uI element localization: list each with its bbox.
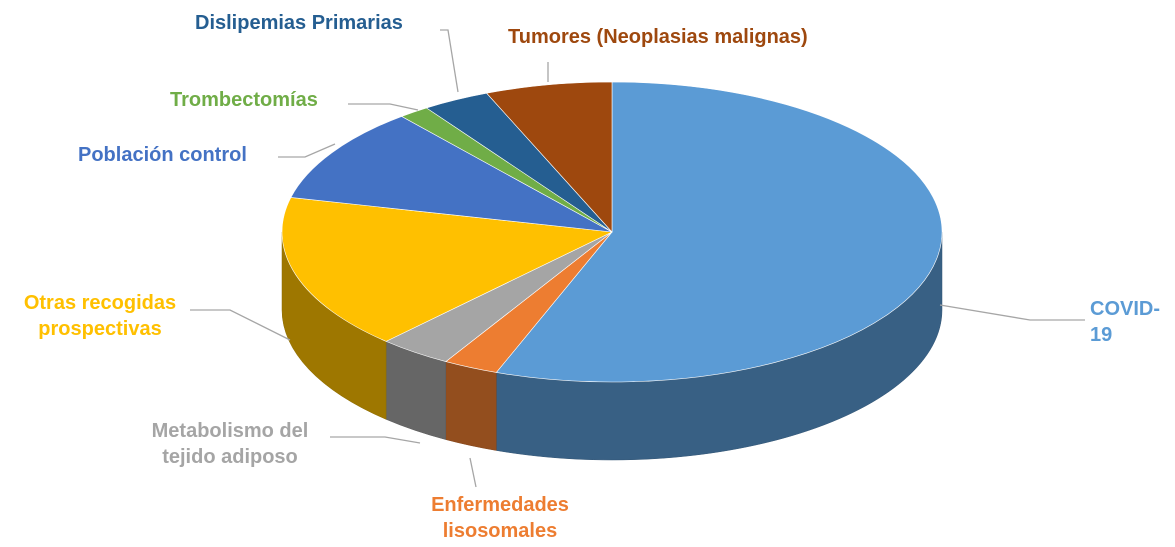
leader-line <box>278 143 336 158</box>
leader-line <box>939 304 1085 321</box>
slice-label: Enfermedades lisosomales <box>431 494 569 542</box>
slice-label: COVID-19 <box>1090 298 1160 346</box>
slice-side <box>445 361 497 451</box>
slice-label: Metabolismo del tejido adiposo <box>151 420 309 468</box>
slice <box>281 197 614 342</box>
slice-label: Otras recogidas prospectivas <box>23 292 177 340</box>
slice-label: Trombectomías <box>170 89 318 111</box>
leader-line <box>469 457 477 488</box>
slice <box>495 81 943 383</box>
leader-line <box>348 103 419 111</box>
slice-label: Población control <box>78 144 247 166</box>
leader-line <box>440 29 459 93</box>
leader-line <box>330 436 421 444</box>
slice <box>290 116 613 233</box>
slice <box>486 81 613 233</box>
slice-label: Tumores (Neoplasias malignas) <box>508 26 808 48</box>
leader-line <box>190 309 291 341</box>
slice-label: Dislipemias Primarias <box>195 12 403 34</box>
